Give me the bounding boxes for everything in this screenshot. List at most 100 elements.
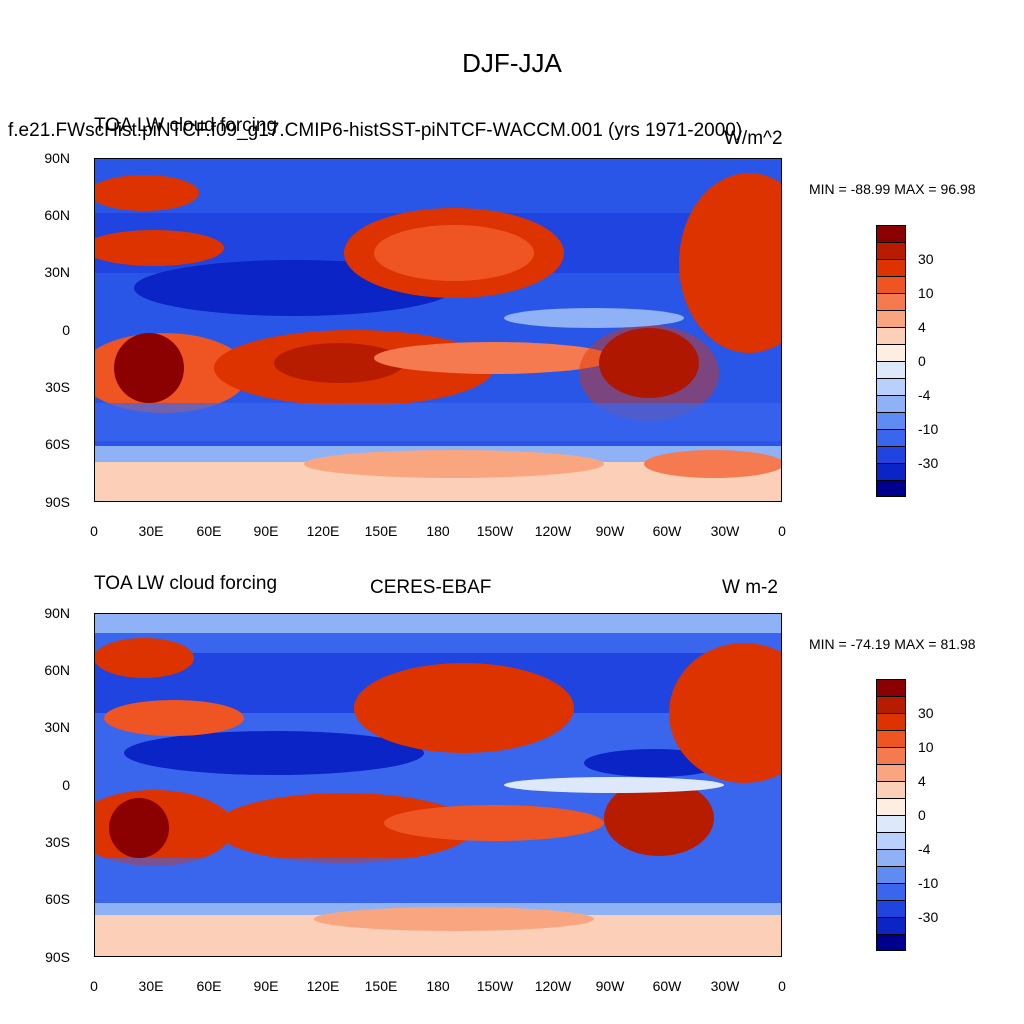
colorbar-swatch	[876, 747, 906, 764]
panel2-left-title: TOA LW cloud forcing	[94, 573, 278, 594]
lat-label: 90S	[45, 949, 70, 965]
colorbar-swatch	[876, 849, 906, 866]
lat-label: 30N	[44, 719, 70, 735]
colorbar-swatch	[876, 730, 906, 747]
lon-label: 30E	[138, 978, 164, 994]
colorbar-swatch	[876, 832, 906, 849]
colorbar-swatch	[876, 883, 906, 900]
lon-label: 150W	[476, 523, 514, 539]
lon-label: 30W	[710, 523, 740, 539]
lat-label: 90N	[44, 605, 70, 621]
lon-label: 120W	[534, 978, 572, 994]
colorbar-swatch	[876, 276, 906, 293]
colorbar-swatch	[876, 480, 906, 497]
colorbar-swatch	[876, 242, 906, 259]
colorbar-1	[876, 225, 906, 497]
lat-label: 0	[62, 322, 70, 338]
colorbar-label: -10	[918, 875, 939, 891]
lon-label: 90W	[595, 978, 625, 994]
panel2-center-title: CERES-EBAF	[370, 577, 492, 598]
colorbar-swatch	[876, 696, 906, 713]
colorbar-swatch	[876, 361, 906, 378]
colorbar-label: 0	[918, 807, 926, 823]
colorbar-swatch	[876, 463, 906, 480]
lon-label: 150E	[364, 523, 398, 539]
lat-label: 30S	[45, 379, 70, 395]
lon-label: 180	[426, 978, 450, 994]
lon-label: 60W	[652, 978, 682, 994]
lon-label: 60E	[196, 978, 222, 994]
obs-map-field	[94, 613, 782, 957]
lon-label: 0	[778, 523, 786, 539]
colorbar-swatch	[876, 327, 906, 344]
colorbar-label: 10	[918, 285, 934, 301]
colorbar-swatch	[876, 815, 906, 832]
colorbar-label: 30	[918, 251, 934, 267]
obs-map	[94, 613, 782, 957]
colorbar-swatch	[876, 378, 906, 395]
lon-label: 150E	[364, 978, 398, 994]
lat-label: 60S	[45, 436, 70, 452]
lon-label: 0	[90, 978, 98, 994]
model-map-field	[94, 158, 782, 502]
colorbar-swatch	[876, 446, 906, 463]
lon-label: 60E	[196, 523, 222, 539]
lon-label: 120E	[306, 978, 340, 994]
lon-label: 0	[90, 523, 98, 539]
lon-label: 30E	[138, 523, 164, 539]
panel1-right-title: W/m^2	[724, 128, 783, 149]
lat-label: 90S	[45, 494, 70, 510]
lon-label: 90E	[253, 978, 279, 994]
colorbar-label: 4	[918, 319, 926, 335]
lat-label: 60N	[44, 207, 70, 223]
lon-label: 120W	[534, 523, 572, 539]
colorbar-swatch	[876, 900, 906, 917]
colorbar-swatch	[876, 429, 906, 446]
panel1-center-title: f.e21.FWscHist.piNTCF.f09_g17.CMIP6-hist…	[8, 120, 743, 141]
lat-label: 30N	[44, 264, 70, 280]
lon-label: 90E	[253, 523, 279, 539]
colorbar-label: 4	[918, 773, 926, 789]
colorbar-label: -30	[918, 455, 939, 471]
colorbar-swatch	[876, 310, 906, 327]
colorbar-label: -10	[918, 421, 939, 437]
colorbar-swatch	[876, 293, 906, 310]
lon-label: 180	[426, 523, 450, 539]
colorbar-swatch	[876, 344, 906, 361]
colorbar-swatch	[876, 225, 906, 242]
lon-label: 60W	[652, 523, 682, 539]
colorbar-label: -4	[918, 841, 931, 857]
lat-label: 0	[62, 777, 70, 793]
colorbar-swatch	[876, 934, 906, 951]
lon-label: 90W	[595, 523, 625, 539]
colorbar-swatch	[876, 764, 906, 781]
lat-label: 60S	[45, 891, 70, 907]
colorbar-swatch	[876, 259, 906, 276]
panel2-right-title: W m-2	[722, 577, 778, 598]
panel1-left-title: TOA LW cloud forcing	[94, 115, 278, 136]
colorbar-swatch	[876, 395, 906, 412]
colorbar-swatch	[876, 866, 906, 883]
colorbar-swatch	[876, 713, 906, 730]
colorbar-label: 30	[918, 705, 934, 721]
lat-label: 60N	[44, 662, 70, 678]
lon-label: 30W	[710, 978, 740, 994]
lat-label: 90N	[44, 150, 70, 166]
colorbar-label: -30	[918, 909, 939, 925]
lon-label: 150W	[476, 978, 514, 994]
figure-title: DJF-JJA	[462, 48, 562, 78]
colorbar-swatch	[876, 781, 906, 798]
lat-label: 30S	[45, 834, 70, 850]
colorbar-swatch	[876, 917, 906, 934]
model-map	[94, 158, 782, 502]
colorbar-label: 10	[918, 739, 934, 755]
colorbar-label: 0	[918, 353, 926, 369]
colorbar-swatch	[876, 679, 906, 696]
lon-label: 0	[778, 978, 786, 994]
colorbar-label: -4	[918, 387, 931, 403]
panel1-minmax: MIN = -88.99 MAX = 96.98	[809, 181, 976, 197]
panel2-minmax: MIN = -74.19 MAX = 81.98	[809, 636, 976, 652]
colorbar-swatch	[876, 412, 906, 429]
colorbar-2	[876, 679, 906, 951]
colorbar-swatch	[876, 798, 906, 815]
